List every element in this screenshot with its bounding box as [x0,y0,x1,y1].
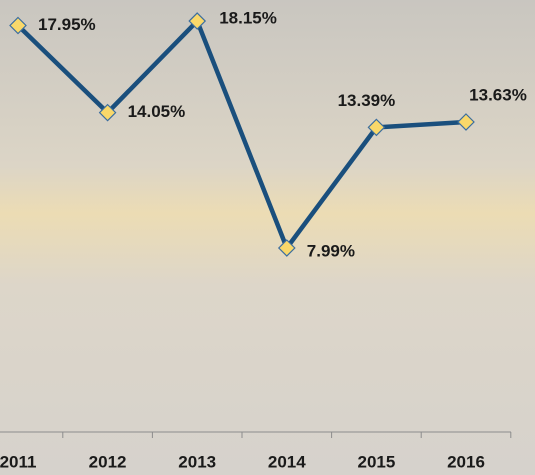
value-label: 13.63% [469,85,527,104]
marker [9,16,27,35]
x-tick-label: 2012 [89,452,127,471]
value-label: 17.95% [38,15,96,34]
marker [277,239,296,257]
series-line [16,18,467,251]
x-tick-label: 2015 [357,452,395,471]
marker [98,103,117,122]
x-tick-label: 2011 [0,452,36,471]
value-label: 13.39% [338,91,396,110]
marker [367,118,386,137]
value-label: 14.05% [128,102,186,121]
marker [188,12,207,30]
value-label: 18.15% [219,9,277,28]
value-label: 7.99% [307,241,355,260]
x-tick-label: 2016 [447,452,485,471]
marker [457,113,475,131]
x-tick-label: 2014 [268,452,306,471]
x-tick-label: 2013 [178,452,216,471]
